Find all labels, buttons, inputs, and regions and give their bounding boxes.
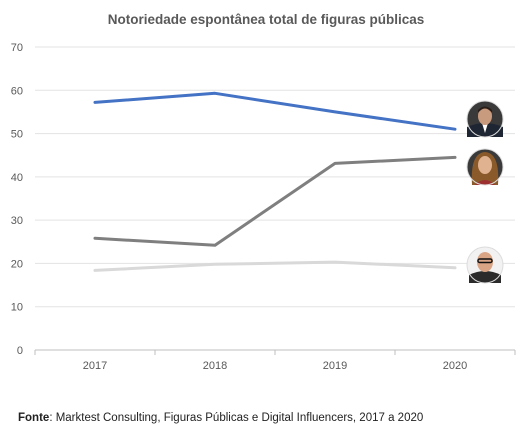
source-label: Fonte (18, 412, 50, 424)
face-shape (478, 107, 492, 125)
series-line (93, 91, 457, 131)
portrait-man-glasses-photo (466, 246, 504, 284)
y-tick-label: 0 (17, 345, 23, 357)
y-tick-label: 60 (11, 85, 23, 97)
x-tick-label: 2017 (83, 360, 107, 372)
portraits-layer (466, 100, 504, 284)
portrait-border (466, 100, 504, 138)
y-tick-label: 40 (11, 172, 23, 184)
gridlines (35, 46, 515, 308)
portrait-border (466, 148, 504, 186)
x-tick-label: 2019 (323, 360, 347, 372)
glasses-shape (477, 258, 493, 264)
portrait-man-suit-photo (466, 100, 504, 138)
x-tick-label: 2018 (203, 360, 227, 372)
portrait-woman-long-hair-photo (466, 148, 504, 186)
x-tick-label: 2020 (443, 360, 467, 372)
y-tick-label: 50 (11, 129, 23, 141)
face-shape (478, 156, 492, 174)
y-tick-label: 10 (11, 302, 23, 314)
series-line (93, 155, 457, 247)
jacket-shape (469, 271, 501, 283)
series-line (93, 260, 457, 272)
shirt-shape (482, 123, 488, 133)
top-shape (475, 180, 495, 185)
chart-title: Notoriedade espontânea total de figuras … (107, 12, 425, 27)
portrait-border (466, 246, 504, 284)
hair-shape (478, 106, 492, 113)
y-tick-label: 70 (11, 42, 23, 54)
source-text: : Marktest Consulting, Figuras Públicas … (49, 412, 424, 424)
y-tick-label: 30 (11, 215, 23, 227)
axes: 0 10 20 30 40 50 60 70 2017 2018 2019 2020 (11, 42, 516, 372)
series-layer (93, 91, 457, 272)
y-tick-label: 20 (11, 258, 23, 270)
source-note: Fonte: Marktest Consulting, Figuras Públ… (18, 412, 423, 424)
